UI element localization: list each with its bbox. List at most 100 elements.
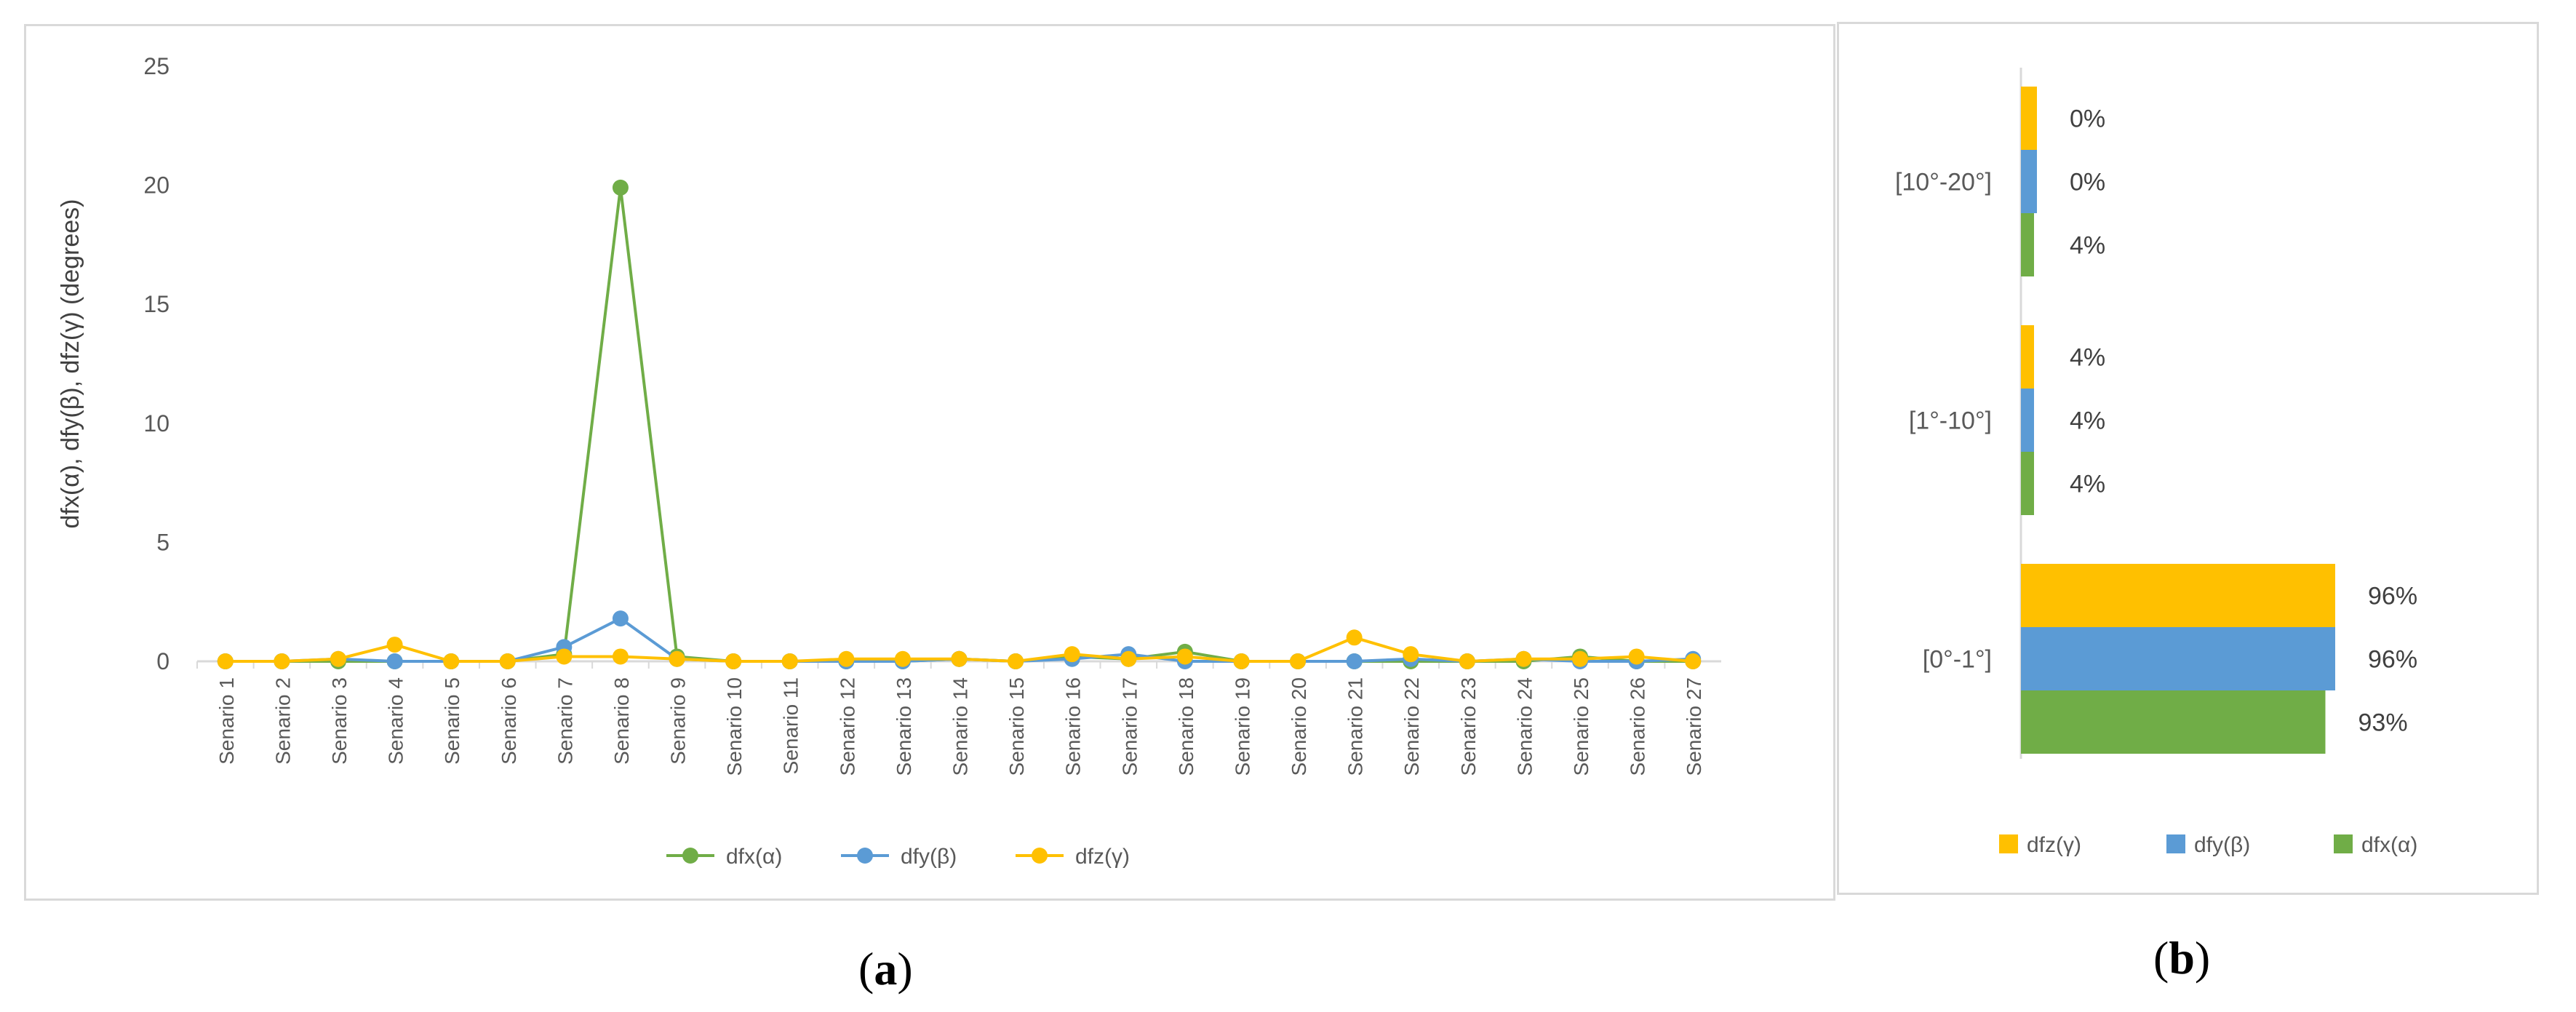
x-tick-label: Senario 15 [1005, 677, 1028, 776]
category-label: [0°-1°] [1923, 646, 1992, 674]
x-tick-label: Senario 13 [893, 677, 915, 776]
x-tick-label: Senario 12 [836, 677, 858, 776]
bar-chart: [10°-20°] 0% 0% 4% [1°-10°] 4% 4% 4% [0°-1°] 96% 9… [1895, 68, 2417, 857]
legend-swatch-marker [1032, 848, 1048, 864]
legend-swatch-marker [857, 848, 873, 864]
x-tick-label: Senario 26 [1627, 677, 1649, 776]
y-tick-label: 10 [143, 410, 170, 437]
y-axis-title: dfx(α), dfy(β), dfz(γ) (degrees) [57, 199, 84, 529]
y-tick-label: 25 [143, 53, 170, 79]
legend-swatch [2334, 834, 2353, 853]
data-point-2 [1459, 653, 1475, 669]
bar-data-label: 4% [2070, 344, 2105, 372]
bar-data-label: 96% [2368, 583, 2417, 610]
y-tick-label: 15 [143, 291, 170, 317]
bar-data-label: 4% [2070, 232, 2105, 260]
series-line-0 [225, 187, 1694, 664]
bar-0 [2021, 564, 2335, 627]
data-point-2 [1290, 653, 1307, 669]
data-point-2 [1685, 653, 1702, 669]
x-tick-label: Senario 14 [949, 677, 972, 776]
data-point-2 [556, 648, 573, 665]
legend-label: dfx(α) [726, 845, 782, 869]
x-tick-label: Senario 4 [385, 677, 407, 765]
y-tick-label: 5 [156, 529, 170, 555]
bar-2 [2021, 690, 2326, 754]
data-point-2 [443, 653, 460, 669]
x-tick-label: Senario 22 [1400, 677, 1423, 776]
data-point-2 [951, 650, 968, 667]
data-point-2 [1120, 650, 1137, 667]
bar-0 [2021, 325, 2034, 389]
legend-label: dfy(β) [2194, 833, 2250, 857]
x-tick-label: Senario 24 [1513, 677, 1536, 776]
line-chart-panel: 0 5 10 15 20 25 dfx(α), dfy(β), dfz(γ) (degree… [24, 24, 1835, 901]
bar-chart-panel: [10°-20°] 0% 0% 4% [1°-10°] 4% 4% 4% [0°-1°] 96% 9… [1837, 22, 2539, 895]
data-point-2 [274, 653, 290, 669]
legend-label: dfz(γ) [1075, 845, 1130, 869]
x-tick-label: Senario 11 [780, 677, 802, 774]
data-point-2 [1572, 650, 1589, 667]
x-tick-label: Senario 9 [667, 677, 690, 765]
data-point-2 [1346, 629, 1363, 646]
data-point-2 [1403, 646, 1419, 663]
data-point-1 [1346, 653, 1363, 669]
legend-label: dfx(α) [2361, 833, 2417, 857]
category-label: [10°-20°] [1895, 169, 1992, 196]
x-tick-label: Senario 7 [554, 677, 576, 765]
category-label: [1°-10°] [1909, 407, 1992, 435]
data-point-2 [499, 653, 516, 669]
bar-data-label: 4% [2070, 471, 2105, 498]
data-point-2 [669, 650, 685, 667]
bar-data-label: 96% [2368, 646, 2417, 674]
x-tick-label: Senario 6 [498, 677, 520, 765]
x-tick-label: Senario 18 [1175, 677, 1197, 776]
line-chart: 0 5 10 15 20 25 dfx(α), dfy(β), dfz(γ) (degree… [57, 53, 1721, 869]
bar-0 [2021, 87, 2037, 150]
x-tick-label: Senario 16 [1062, 677, 1085, 776]
bar-data-label: 0% [2070, 169, 2105, 196]
x-tick-label: Senario 5 [441, 677, 463, 765]
data-point-2 [1515, 650, 1532, 667]
x-tick-label: Senario 2 [271, 677, 294, 765]
bar-data-label: 0% [2070, 105, 2105, 133]
caption-a: (a) [858, 943, 913, 995]
data-point-2 [894, 650, 911, 667]
bar-1 [2021, 389, 2034, 452]
data-point-2 [1008, 653, 1024, 669]
bar-1 [2021, 627, 2335, 690]
data-point-2 [386, 637, 403, 653]
legend-label: dfz(γ) [2027, 833, 2081, 857]
bar-data-label: 4% [2070, 407, 2105, 435]
data-point-0 [612, 179, 629, 196]
bar-2 [2021, 452, 2034, 515]
data-point-2 [1233, 653, 1250, 669]
caption-b: (b) [2153, 932, 2211, 984]
legend-swatch [1999, 834, 2018, 853]
data-point-2 [1176, 648, 1193, 665]
y-tick-label: 20 [143, 172, 170, 199]
data-point-2 [612, 648, 629, 665]
x-tick-label: Senario 23 [1457, 677, 1480, 776]
data-point-2 [838, 650, 855, 667]
legend-swatch-marker [682, 848, 698, 864]
x-tick-label: Senario 8 [610, 677, 633, 765]
data-point-2 [781, 653, 798, 669]
data-point-2 [1064, 646, 1080, 663]
x-tick-label: Senario 27 [1683, 677, 1705, 776]
data-point-1 [612, 610, 629, 627]
y-tick-label: 0 [156, 648, 170, 674]
bar-1 [2021, 150, 2037, 213]
x-tick-label: Senario 21 [1344, 677, 1367, 776]
x-tick-label: Senario 19 [1231, 677, 1253, 776]
x-tick-label: Senario 25 [1570, 677, 1592, 776]
legend-swatch [2166, 834, 2185, 853]
data-point-2 [217, 653, 234, 669]
legend-label: dfy(β) [901, 845, 957, 869]
data-point-2 [725, 653, 742, 669]
data-point-2 [330, 650, 346, 667]
bar-data-label: 93% [2358, 709, 2408, 737]
x-tick-label: Senario 20 [1288, 677, 1310, 776]
x-tick-label: Senario 10 [723, 677, 746, 776]
bar-2 [2021, 213, 2034, 276]
